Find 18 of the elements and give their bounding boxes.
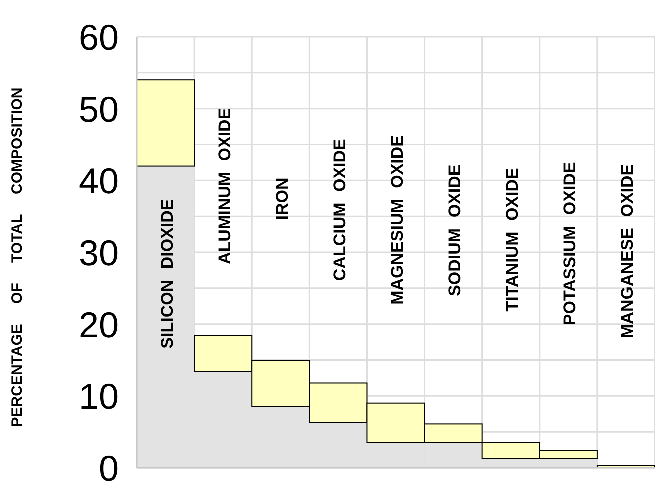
x-tick-label: SODIUM OXIDE — [446, 164, 465, 296]
x-tick-label: IRON — [272, 178, 292, 220]
x-tick-label: SILICON DIOXIDE — [158, 199, 177, 349]
x-tick-label: ALUMINUM OXIDE — [215, 108, 234, 264]
y-tick-label: 50 — [78, 88, 119, 130]
y-axis-title: PERCENTAGE OF TOTAL COMPOSITION — [9, 88, 26, 428]
x-tick-label: CALCIUM OXIDE — [330, 139, 350, 282]
bar — [136, 80, 196, 167]
y-tick-label: 20 — [78, 304, 119, 346]
x-tick-label: TITANIUM OXIDE — [503, 168, 522, 312]
x-tick-label: MANGANESE OXIDE — [618, 164, 638, 338]
y-tick-label: 30 — [78, 232, 119, 274]
y-tick-label: 0 — [98, 448, 119, 489]
y-tick-label: 60 — [78, 16, 119, 58]
y-tick-label: 40 — [78, 160, 119, 202]
x-tick-label: POTASSIUM OXIDE — [560, 162, 580, 326]
x-tick-label: MAGNESIUM OXIDE — [388, 135, 407, 305]
y-tick-label: 10 — [78, 376, 119, 418]
